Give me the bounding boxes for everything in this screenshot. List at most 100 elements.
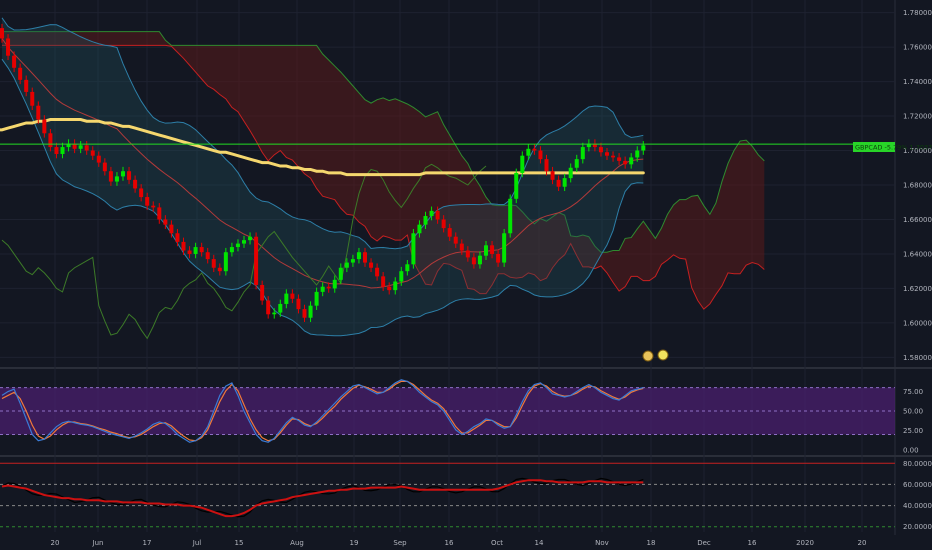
candle-body[interactable] — [393, 281, 398, 291]
candle-body[interactable] — [514, 172, 519, 199]
candle-body[interactable] — [611, 155, 616, 158]
candle-body[interactable] — [84, 145, 89, 151]
candle-body[interactable] — [36, 105, 41, 120]
candle-body[interactable] — [568, 167, 573, 179]
candle-body[interactable] — [24, 79, 29, 92]
candle-body[interactable] — [332, 279, 337, 289]
candle-body[interactable] — [520, 155, 525, 173]
candle-body[interactable] — [314, 291, 319, 306]
candle-body[interactable] — [375, 267, 380, 277]
candle-body[interactable] — [320, 286, 325, 292]
candle-body[interactable] — [78, 145, 83, 149]
candle-body[interactable] — [326, 286, 331, 289]
candle-body[interactable] — [471, 257, 476, 265]
candle-body[interactable] — [598, 147, 603, 153]
candle-body[interactable] — [629, 157, 634, 165]
candle-body[interactable] — [526, 148, 531, 156]
candle-body[interactable] — [6, 38, 11, 56]
candle-body[interactable] — [102, 162, 107, 172]
candle-body[interactable] — [363, 252, 367, 263]
candle-body[interactable] — [447, 228, 452, 237]
candle-body[interactable] — [399, 271, 404, 282]
candle-body[interactable] — [145, 197, 150, 206]
candlestick-series[interactable] — [0, 23, 646, 323]
candle-body[interactable] — [556, 179, 561, 187]
candle-body[interactable] — [42, 119, 47, 134]
candle-body[interactable] — [96, 155, 101, 163]
candle-body[interactable] — [580, 147, 585, 160]
candle-body[interactable] — [381, 276, 386, 287]
candle-body[interactable] — [496, 253, 501, 263]
candle-body[interactable] — [484, 245, 488, 256]
candle-body[interactable] — [369, 262, 374, 268]
candle-body[interactable] — [211, 259, 216, 268]
candle-body[interactable] — [617, 157, 622, 161]
candle-body[interactable] — [54, 147, 59, 154]
candle-body[interactable] — [235, 243, 240, 248]
candle-body[interactable] — [356, 252, 361, 260]
candle-body[interactable] — [175, 233, 180, 242]
candle-body[interactable] — [502, 233, 507, 263]
candle-body[interactable] — [477, 255, 482, 265]
candle-body[interactable] — [0, 28, 4, 39]
candle-body[interactable] — [417, 224, 422, 234]
candle-body[interactable] — [193, 247, 198, 254]
candle-body[interactable] — [592, 143, 597, 148]
candle-body[interactable] — [187, 250, 192, 254]
candle-body[interactable] — [508, 198, 513, 234]
candle-body[interactable] — [302, 309, 307, 318]
candle-body[interactable] — [344, 262, 349, 268]
candle-body[interactable] — [586, 143, 591, 148]
candle-body[interactable] — [229, 247, 234, 253]
candle-body[interactable] — [254, 236, 259, 285]
candle-body[interactable] — [338, 267, 343, 280]
candle-body[interactable] — [423, 216, 428, 225]
candle-body[interactable] — [350, 259, 355, 263]
candle-body[interactable] — [532, 148, 537, 151]
candle-body[interactable] — [605, 152, 609, 156]
candle-body[interactable] — [48, 133, 53, 148]
candle-body[interactable] — [139, 188, 144, 198]
candle-body[interactable] — [405, 264, 410, 272]
event-marker-icon[interactable] — [642, 350, 654, 362]
candle-body[interactable] — [169, 224, 174, 234]
candle-body[interactable] — [12, 55, 17, 68]
bottom-indicator-pane[interactable]: 80.00000 60.00000 40.00000 20.00000 — [0, 460, 932, 531]
candle-body[interactable] — [60, 147, 65, 154]
candle-body[interactable] — [260, 284, 265, 301]
candle-body[interactable] — [459, 243, 464, 251]
candle-body[interactable] — [641, 145, 646, 151]
candle-body[interactable] — [30, 91, 35, 106]
candle-body[interactable] — [441, 219, 446, 229]
candle-body[interactable] — [308, 305, 313, 318]
candle-body[interactable] — [278, 303, 283, 313]
candle-body[interactable] — [635, 150, 640, 158]
candle-body[interactable] — [435, 210, 440, 220]
candle-body[interactable] — [90, 150, 95, 156]
candle-body[interactable] — [544, 159, 549, 172]
candle-body[interactable] — [181, 241, 186, 251]
candle-body[interactable] — [121, 171, 125, 177]
candle-body[interactable] — [550, 171, 555, 180]
stochastic-rsi-pane[interactable]: 75.00 50.00 25.00 0.00 — [0, 379, 923, 455]
candle-body[interactable] — [490, 245, 495, 254]
candle-body[interactable] — [199, 247, 204, 253]
candle-body[interactable] — [465, 250, 470, 258]
candle-body[interactable] — [623, 160, 628, 165]
candle-body[interactable] — [133, 179, 138, 189]
candle-body[interactable] — [248, 236, 253, 241]
candle-body[interactable] — [411, 233, 416, 265]
candle-body[interactable] — [538, 150, 543, 160]
candle-body[interactable] — [217, 267, 222, 272]
candle-body[interactable] — [387, 286, 392, 291]
candle-body[interactable] — [296, 298, 301, 310]
candle-body[interactable] — [284, 293, 289, 304]
candle-body[interactable] — [574, 159, 579, 168]
candle-body[interactable] — [72, 143, 77, 149]
candle-body[interactable] — [18, 67, 23, 80]
candle-body[interactable] — [108, 171, 113, 182]
candle-body[interactable] — [266, 300, 271, 315]
candle-body[interactable] — [66, 143, 71, 148]
candle-body[interactable] — [127, 171, 132, 180]
candle-body[interactable] — [163, 219, 168, 225]
